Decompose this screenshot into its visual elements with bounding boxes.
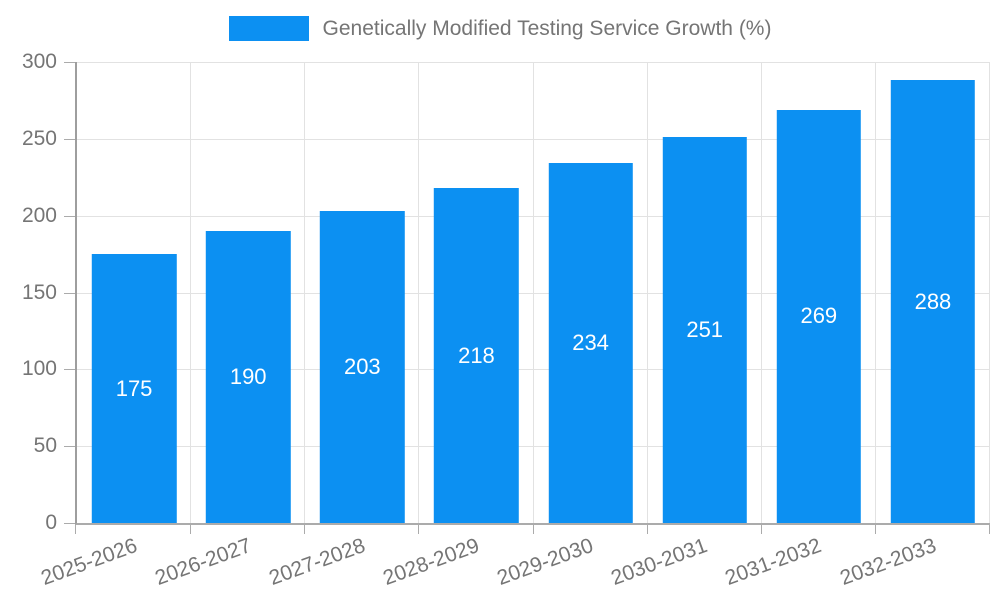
gridline-horizontal (77, 215, 990, 217)
x-tick-mark (75, 525, 76, 534)
x-tick-label: 2032-2033 (836, 534, 939, 590)
bar-value-label: 190 (229, 364, 267, 390)
gridline-vertical (989, 62, 990, 523)
gridline-horizontal (77, 62, 990, 63)
x-tick-label: 2028-2029 (380, 534, 483, 590)
bar-value-label: 269 (800, 303, 838, 329)
y-tick-mark (64, 446, 75, 448)
y-tick-mark (64, 523, 75, 524)
gridline-horizontal (77, 138, 990, 140)
bar-value-label: 203 (343, 354, 381, 380)
bar-2032-2033[interactable]: 288 (890, 80, 976, 523)
bar-value-label: 218 (458, 342, 495, 368)
gridline-vertical (874, 62, 876, 523)
x-tick-mark (760, 525, 762, 534)
y-tick-label: 150 (21, 280, 57, 304)
gridline-horizontal (77, 369, 990, 371)
plot-area: 175 190 203 218 234 251 269 288 (64, 62, 990, 534)
y-axis-labels: 0 50 100 150 200 250 300 (0, 50, 57, 534)
bar-2026-2027[interactable]: 190 (205, 231, 291, 523)
gridline-vertical (304, 62, 306, 523)
gridline-vertical (190, 62, 192, 523)
x-tick-label: 2031-2032 (722, 534, 825, 590)
bar-2025-2026[interactable]: 175 (91, 254, 177, 523)
legend-swatch (228, 16, 309, 41)
bar-value-label: 175 (115, 375, 153, 401)
x-tick-mark (532, 525, 534, 534)
x-axis-labels: 2025-2026 2026-2027 2027-2028 2028-2029 2029… (38, 530, 988, 596)
y-tick-mark (64, 369, 75, 371)
x-tick-label: 2026-2027 (151, 534, 255, 590)
y-tick-label: 50 (33, 434, 57, 458)
y-tick-mark (64, 292, 75, 294)
gridline-vertical (760, 62, 762, 523)
y-tick-mark (64, 138, 75, 140)
gridline-vertical (646, 62, 648, 523)
bar-2027-2028[interactable]: 203 (320, 211, 405, 523)
x-tick-label: 2030-2031 (608, 534, 711, 590)
x-tick-mark (874, 525, 876, 534)
y-tick-label: 0 (45, 511, 57, 534)
bar-2028-2029[interactable]: 218 (434, 188, 519, 523)
x-tick-label: 2025-2026 (37, 534, 140, 590)
bar-value-label: 288 (914, 288, 952, 314)
gridline-horizontal (77, 446, 990, 448)
bar-value-label: 234 (572, 330, 609, 356)
x-tick-mark (646, 525, 648, 534)
x-tick-label: 2027-2028 (265, 534, 369, 590)
x-tick-mark (418, 525, 420, 534)
gridline-vertical (418, 62, 420, 523)
x-tick-mark (989, 525, 990, 534)
gridline-vertical (532, 62, 534, 523)
y-tick-label: 300 (21, 50, 57, 73)
legend-label: Genetically Modified Testing Service Gro… (322, 16, 772, 40)
bar-value-label: 251 (686, 317, 724, 343)
x-tick-mark (190, 525, 192, 534)
y-tick-mark (64, 215, 75, 217)
y-tick-label: 250 (21, 126, 57, 150)
bar-2029-2030[interactable]: 234 (548, 163, 633, 523)
x-tick-mark (304, 525, 306, 534)
chart-legend[interactable]: Genetically Modified Testing Service Gro… (0, 16, 1000, 41)
y-tick-label: 100 (21, 357, 57, 381)
y-tick-label: 200 (21, 203, 57, 227)
y-tick-mark (64, 62, 75, 63)
x-tick-label: 2029-2030 (494, 534, 597, 590)
gridline-horizontal (77, 292, 990, 294)
bar-2031-2032[interactable]: 269 (776, 109, 862, 523)
bar-2030-2031[interactable]: 251 (662, 137, 747, 523)
